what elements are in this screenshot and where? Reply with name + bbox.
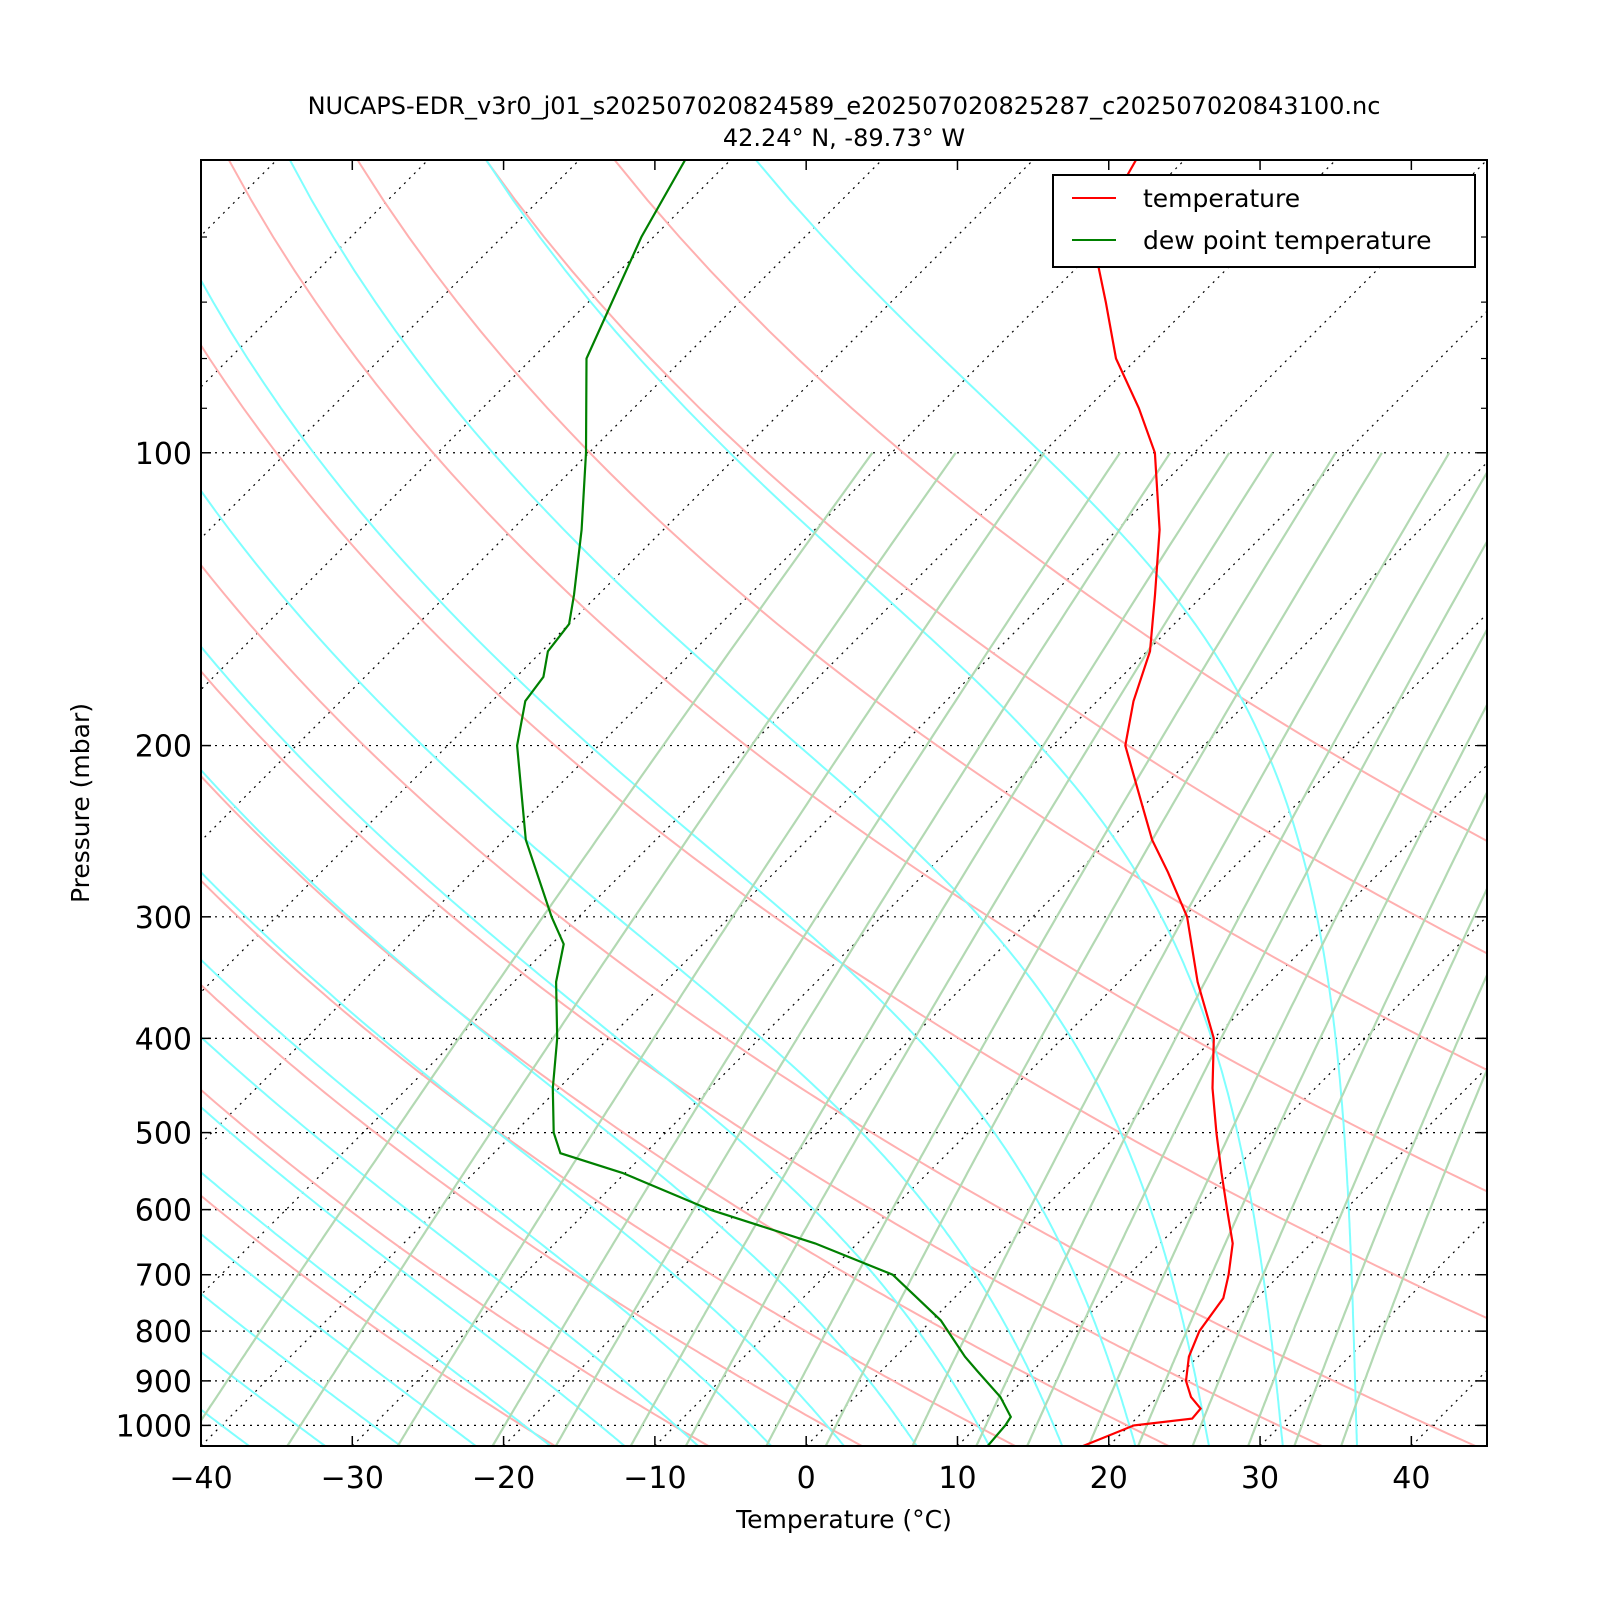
mixing-ratio-line (824, 452, 1383, 1446)
moist-adiabat-line (201, 489, 1064, 1446)
isotherm-line (201, 160, 429, 388)
dry-adiabat-line (201, 563, 1476, 1446)
y-tick-label: 100 (135, 437, 192, 472)
dry-adiabat-line (201, 879, 1016, 1446)
dry-adiabat-line (201, 669, 1323, 1446)
isotherm-line (0, 160, 125, 1446)
dew-point-line (515, 160, 1013, 1446)
moist-adiabat-line (201, 1292, 402, 1446)
y-tick-label: 600 (135, 1194, 192, 1229)
dry-adiabat-line (356, 160, 1487, 1072)
dry-adiabat-line (228, 160, 1487, 1193)
x-tick-label: 20 (1090, 1461, 1128, 1496)
x-tick-label: 40 (1392, 1461, 1430, 1496)
mixing-ratio-lines (201, 452, 1487, 1446)
mixing-ratio-line (1026, 539, 1487, 1446)
legend-box (1052, 174, 1476, 268)
dry-adiabat-line (201, 774, 1170, 1446)
sounding-series (515, 160, 1234, 1446)
isotherm-line (1563, 160, 1600, 1446)
dry-adiabat-line (613, 160, 1487, 843)
moist-adiabat-line (201, 768, 918, 1446)
moist-adiabat-line (201, 1232, 477, 1446)
x-tick-label: −10 (623, 1461, 686, 1496)
mixing-ratio-line (1247, 886, 1487, 1446)
mixing-ratio-line (396, 452, 1046, 1446)
dry-adiabat-line (201, 983, 863, 1446)
x-tick-label: 0 (797, 1461, 816, 1496)
isotherm-line (201, 160, 731, 691)
mixing-ratio-line (491, 452, 1121, 1446)
chart-legend: temperature dew point temperature (1052, 174, 1476, 268)
dry-adiabat-line (201, 1194, 556, 1446)
x-tick-label: 30 (1241, 1461, 1279, 1496)
y-tick-label: 500 (135, 1117, 192, 1152)
isotherm-grid (0, 160, 1600, 1446)
dry-adiabat-line (485, 160, 1487, 955)
mixing-ratio-line (1293, 972, 1487, 1446)
dry-adiabats (201, 160, 1487, 1446)
axis-ticks: −40 −30 −20 −10 0 10 20 30 40 100 200 300 400 500 600 7… (116, 160, 1487, 1496)
isotherm-line (654, 613, 1487, 1446)
y-tick-label: 1000 (116, 1409, 192, 1444)
isotherm-line (1259, 1218, 1487, 1446)
dry-adiabat-line (201, 1088, 709, 1446)
y-tick-label: 800 (135, 1315, 192, 1350)
mixing-ratio-line (911, 452, 1451, 1446)
x-tick-label: 10 (938, 1461, 976, 1496)
mixing-ratio-line (1087, 627, 1487, 1446)
mixing-ratio-line (554, 452, 1172, 1446)
plot-area (0, 160, 1600, 1446)
isotherm-line (1108, 1066, 1487, 1446)
moist-adiabat-line (755, 160, 1358, 1446)
mixing-ratio-line (765, 452, 1337, 1446)
moist-adiabat-line (201, 1350, 326, 1446)
mixing-ratio-line (975, 470, 1487, 1446)
y-axis-label: Pressure (mbar) (66, 703, 95, 903)
chart-title: NUCAPS-EDR_v3r0_j01_s202507020824589_e20… (308, 92, 1381, 120)
mixing-ratio-line (286, 452, 957, 1446)
legend-label-dew-point: dew point temperature (1143, 226, 1432, 255)
mixing-ratio-line (201, 452, 874, 1423)
chart-subtitle: 42.24° N, -89.73° W (723, 124, 965, 152)
moist-adiabat-line (289, 160, 1210, 1446)
legend-label-temperature: temperature (1143, 184, 1300, 213)
moist-adiabat-line (485, 160, 1284, 1446)
plot-frame (200, 159, 1488, 1447)
mixing-ratio-line (629, 452, 1231, 1446)
x-tick-label: −40 (169, 1461, 232, 1496)
x-axis-label: Temperature (°C) (735, 1505, 952, 1534)
moist-adiabat-line (201, 870, 845, 1446)
isotherm-line (1410, 1369, 1487, 1446)
moist-adiabat-line (201, 1408, 250, 1446)
mixing-ratio-line (684, 452, 1274, 1446)
y-tick-label: 200 (135, 730, 192, 765)
y-tick-label: 400 (135, 1022, 192, 1057)
mixing-ratio-line (1340, 1067, 1487, 1446)
isotherm-line (201, 160, 1487, 1446)
y-tick-label: 300 (135, 901, 192, 936)
x-tick-label: −20 (472, 1461, 535, 1496)
mixing-ratio-line (1191, 790, 1487, 1446)
dry-adiabat-line (201, 343, 1487, 1320)
y-tick-label: 700 (135, 1259, 192, 1294)
mixing-ratio-line (1137, 702, 1487, 1446)
isotherm-line (201, 160, 278, 237)
x-tick-label: −30 (321, 1461, 384, 1496)
moist-adiabat-line (201, 958, 773, 1446)
moist-adiabat-line (201, 1035, 699, 1446)
y-tick-label: 900 (135, 1365, 192, 1400)
temperature-line (1082, 160, 1234, 1446)
isotherm-line (201, 160, 1337, 1296)
moist-adiabat-line (201, 278, 1137, 1446)
